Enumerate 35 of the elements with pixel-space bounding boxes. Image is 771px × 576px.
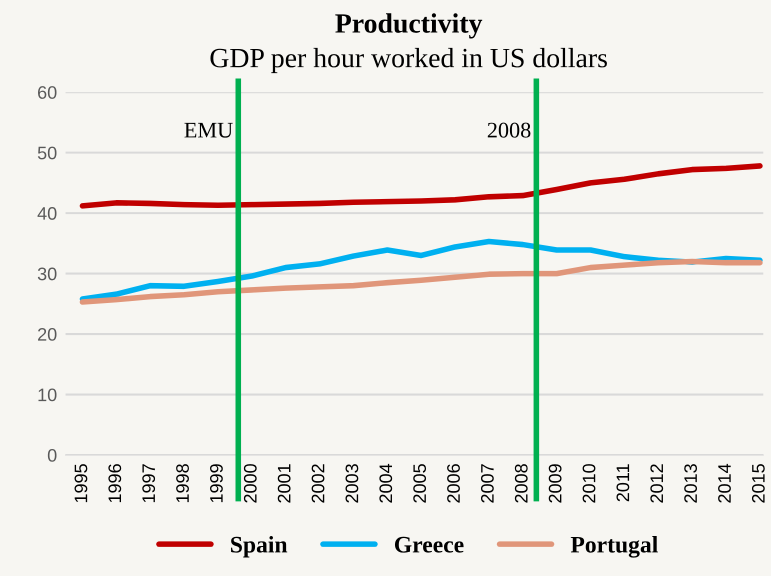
legend-label: Spain xyxy=(231,536,288,558)
x-tick-label: 2010 xyxy=(582,464,596,503)
x-tick-label: 2007 xyxy=(480,464,494,503)
y-tick-label: 0 xyxy=(48,448,56,462)
x-tick-label: 2015 xyxy=(752,464,765,503)
x-tick-label: 2008 xyxy=(514,464,528,503)
x-tick-label: 1998 xyxy=(176,464,189,502)
x-tick-label: 2011 xyxy=(616,464,630,502)
y-tick-label: 50 xyxy=(38,146,56,160)
x-tick-label: 2009 xyxy=(548,464,562,503)
x-tick-label: 2014 xyxy=(718,464,731,503)
ref-line-label: 2008 xyxy=(488,122,530,138)
x-tick-label: 2001 xyxy=(278,464,291,503)
y-tick-label: 40 xyxy=(38,207,56,220)
y-tick-label: 60 xyxy=(38,86,56,99)
x-tick-label: 2000 xyxy=(244,464,257,503)
y-tick-label: 10 xyxy=(38,388,56,402)
legend-label: Portugal xyxy=(570,536,658,558)
x-tick-label: 2003 xyxy=(346,464,358,503)
x-tick-label: 2012 xyxy=(650,464,664,503)
x-tick-label: 1999 xyxy=(210,464,223,502)
x-tick-label: 2005 xyxy=(413,464,426,503)
y-tick-label: 30 xyxy=(38,268,56,280)
chart-title: Productivity xyxy=(335,13,482,39)
x-tick-label: 2013 xyxy=(684,464,698,503)
chart-subtitle: GDP per hour worked in US dollars xyxy=(210,48,607,74)
x-tick-label: 2004 xyxy=(379,464,392,503)
legend-label: Greece xyxy=(394,536,464,553)
x-tick-label: 2002 xyxy=(312,464,324,503)
y-tick-label: 20 xyxy=(38,328,56,341)
x-tick-label: 1997 xyxy=(142,464,156,502)
x-tick-label: 1996 xyxy=(108,464,122,502)
x-tick-label: 2006 xyxy=(447,464,460,503)
x-tick-label: 1995 xyxy=(74,464,88,502)
ref-line-label: EMU xyxy=(184,122,233,138)
